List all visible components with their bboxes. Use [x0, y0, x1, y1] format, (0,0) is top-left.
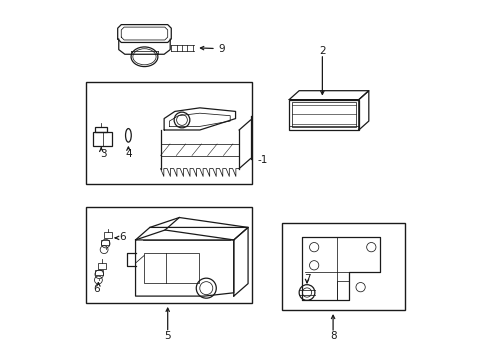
Bar: [101, 240, 108, 245]
Bar: [104, 232, 112, 238]
Text: 8: 8: [329, 332, 336, 342]
Text: 6: 6: [119, 232, 125, 242]
Text: 3: 3: [100, 149, 106, 159]
Bar: [95, 127, 107, 132]
Bar: [95, 270, 103, 275]
Bar: [93, 132, 112, 146]
Bar: [98, 263, 105, 269]
Bar: [282, 223, 405, 310]
Text: 6: 6: [93, 284, 100, 294]
Text: 2: 2: [318, 46, 325, 56]
Text: 9: 9: [218, 44, 224, 54]
Bar: [291, 103, 355, 127]
Text: 7: 7: [303, 274, 310, 284]
Bar: [85, 207, 251, 303]
Bar: [336, 281, 348, 300]
Bar: [85, 82, 251, 184]
Text: -1: -1: [257, 156, 267, 165]
Text: 5: 5: [164, 331, 171, 341]
Bar: [288, 100, 358, 130]
Text: 4: 4: [125, 149, 131, 159]
Bar: [144, 253, 198, 283]
